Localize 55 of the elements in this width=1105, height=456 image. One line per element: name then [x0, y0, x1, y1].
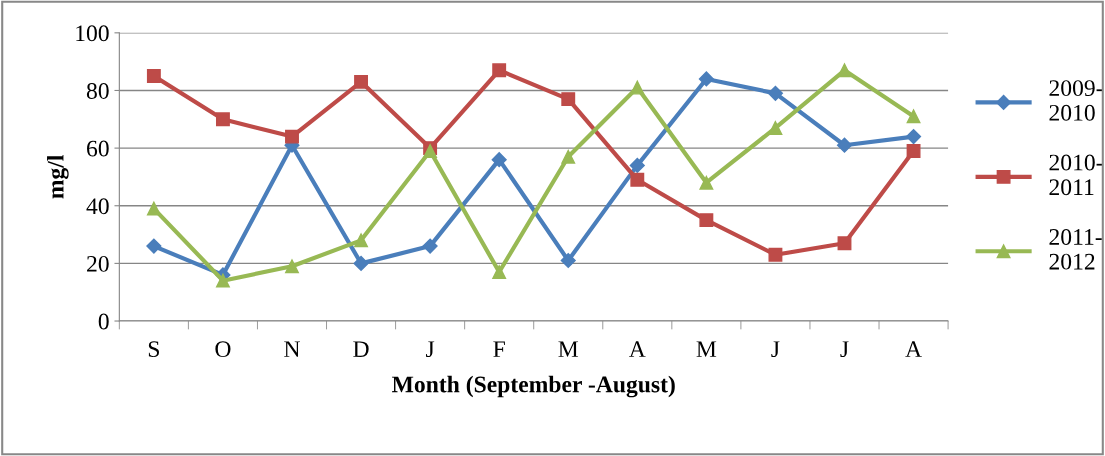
point: [630, 80, 645, 95]
point: [215, 273, 230, 288]
point: [768, 247, 783, 262]
point: [215, 112, 230, 127]
y-tick-label: 60: [87, 140, 109, 157]
x-tick-label: J: [840, 341, 849, 358]
x-tick-label: O: [215, 341, 231, 358]
legend-label: 2011- 2012: [1049, 228, 1102, 270]
x-tick-label: J: [771, 341, 780, 358]
point: [354, 233, 369, 248]
point: [146, 201, 161, 216]
point: [699, 213, 714, 228]
y-tick-label: 100: [76, 25, 109, 42]
point: [699, 175, 714, 190]
point: [906, 109, 921, 124]
point: [561, 149, 576, 164]
legend-label: 2010- 2011: [1049, 154, 1103, 196]
point: [285, 259, 299, 274]
point: [630, 172, 645, 187]
point: [353, 255, 369, 271]
point: [492, 265, 507, 279]
y-tick-label: 20: [87, 255, 109, 272]
x-tick-label: A: [629, 341, 646, 357]
x-axis-title: Month (September -August): [392, 375, 675, 398]
point: [837, 236, 852, 251]
point: [629, 157, 645, 173]
x-tick-label: M: [696, 341, 717, 357]
x-tick-label: A: [905, 341, 922, 357]
point: [491, 152, 507, 168]
point: [561, 92, 576, 107]
x-tick-label: F: [493, 341, 505, 357]
point: [285, 129, 299, 144]
point: [560, 252, 576, 269]
point: [906, 144, 921, 158]
point: [698, 71, 714, 87]
point: [837, 63, 852, 78]
x-tick-label: D: [353, 341, 369, 357]
legend-label: 2009- 2010: [1049, 80, 1103, 121]
y-tick-label: 80: [86, 82, 109, 99]
y-tick-label: 0: [98, 313, 109, 330]
x-tick-label: J: [426, 341, 435, 358]
point: [905, 129, 922, 145]
y-tick-label: 40: [86, 198, 109, 215]
x-tick-label: N: [284, 341, 300, 357]
point: [146, 69, 161, 84]
point: [354, 74, 369, 89]
point: [492, 63, 507, 78]
point: [836, 137, 853, 153]
point: [422, 238, 438, 254]
point: [768, 120, 783, 135]
x-tick-label: M: [558, 341, 579, 357]
point: [767, 85, 784, 101]
x-tick-label: S: [148, 341, 159, 358]
y-axis-title: mg/l: [47, 155, 69, 199]
point: [146, 238, 162, 254]
